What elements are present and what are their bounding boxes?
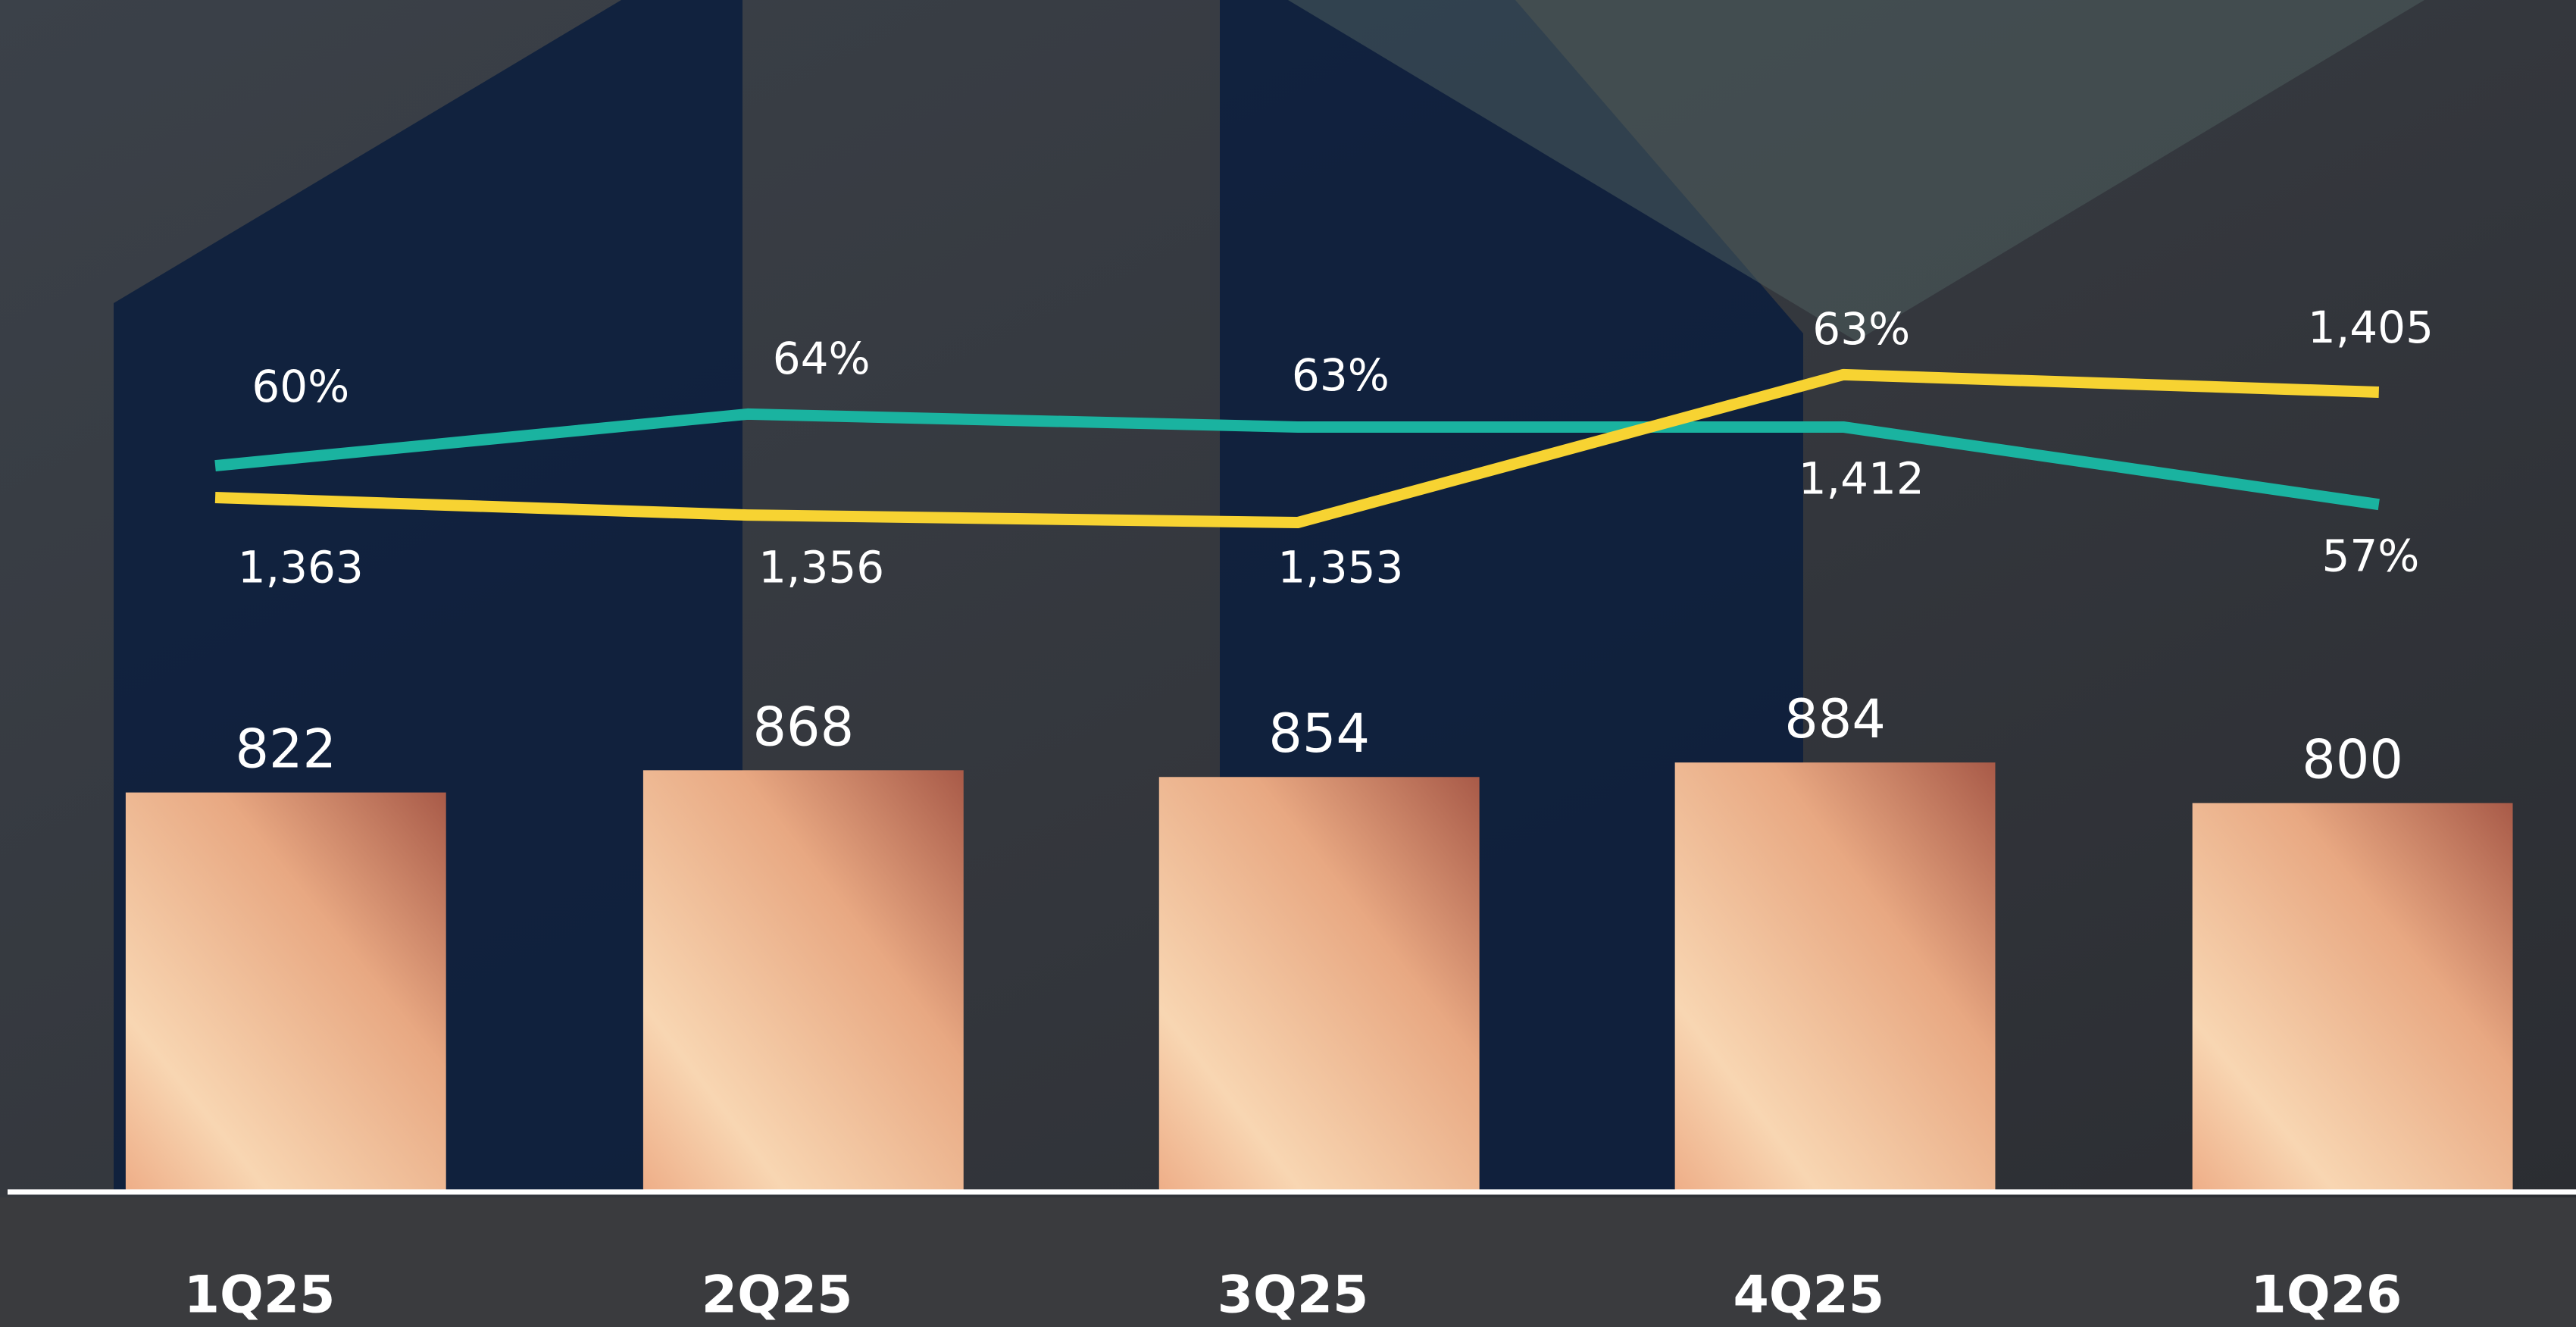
x-tick-label: 3Q25	[1218, 1266, 1369, 1325]
bed	[0, 1197, 2576, 1327]
x-tick-label: 1Q25	[184, 1266, 336, 1325]
bar	[1158, 777, 1480, 1190]
bar-value-label: 854	[1268, 703, 1370, 765]
line-value-label: 1,353	[1277, 542, 1403, 593]
x-tick-label: 4Q25	[1733, 1266, 1884, 1325]
x-tick-label: 2Q25	[702, 1266, 853, 1325]
bar-value-label: 868	[753, 696, 855, 758]
bar	[2192, 803, 2513, 1190]
bar-value-label: 822	[235, 718, 336, 781]
line-value-label: 57%	[2321, 530, 2419, 581]
line-value-label: 64%	[773, 333, 871, 384]
wall-panel	[1288, 0, 2424, 341]
line-value-label: 1,363	[238, 542, 364, 593]
line-value-label: 1,405	[2308, 302, 2434, 353]
line	[214, 368, 2380, 529]
line-value-label: 1,412	[1799, 452, 1924, 504]
line-value-label: 1,356	[758, 542, 884, 593]
line-value-label: 60%	[252, 361, 349, 412]
line-value-label: 63%	[1812, 303, 1910, 355]
bar-value-label: 800	[2302, 729, 2403, 791]
x-tick-label: 1Q26	[2251, 1266, 2402, 1325]
bar	[642, 770, 964, 1190]
bar-value-label: 884	[1784, 688, 1886, 750]
bar	[1674, 762, 1996, 1190]
line	[214, 408, 2380, 511]
plot: 1Q25 2Q25 3Q25 4Q25 1Q26 822 868 854 884 800 60% 64…	[8, 302, 2576, 1325]
line-value-label: 63%	[1292, 349, 1390, 401]
bar	[125, 792, 446, 1190]
